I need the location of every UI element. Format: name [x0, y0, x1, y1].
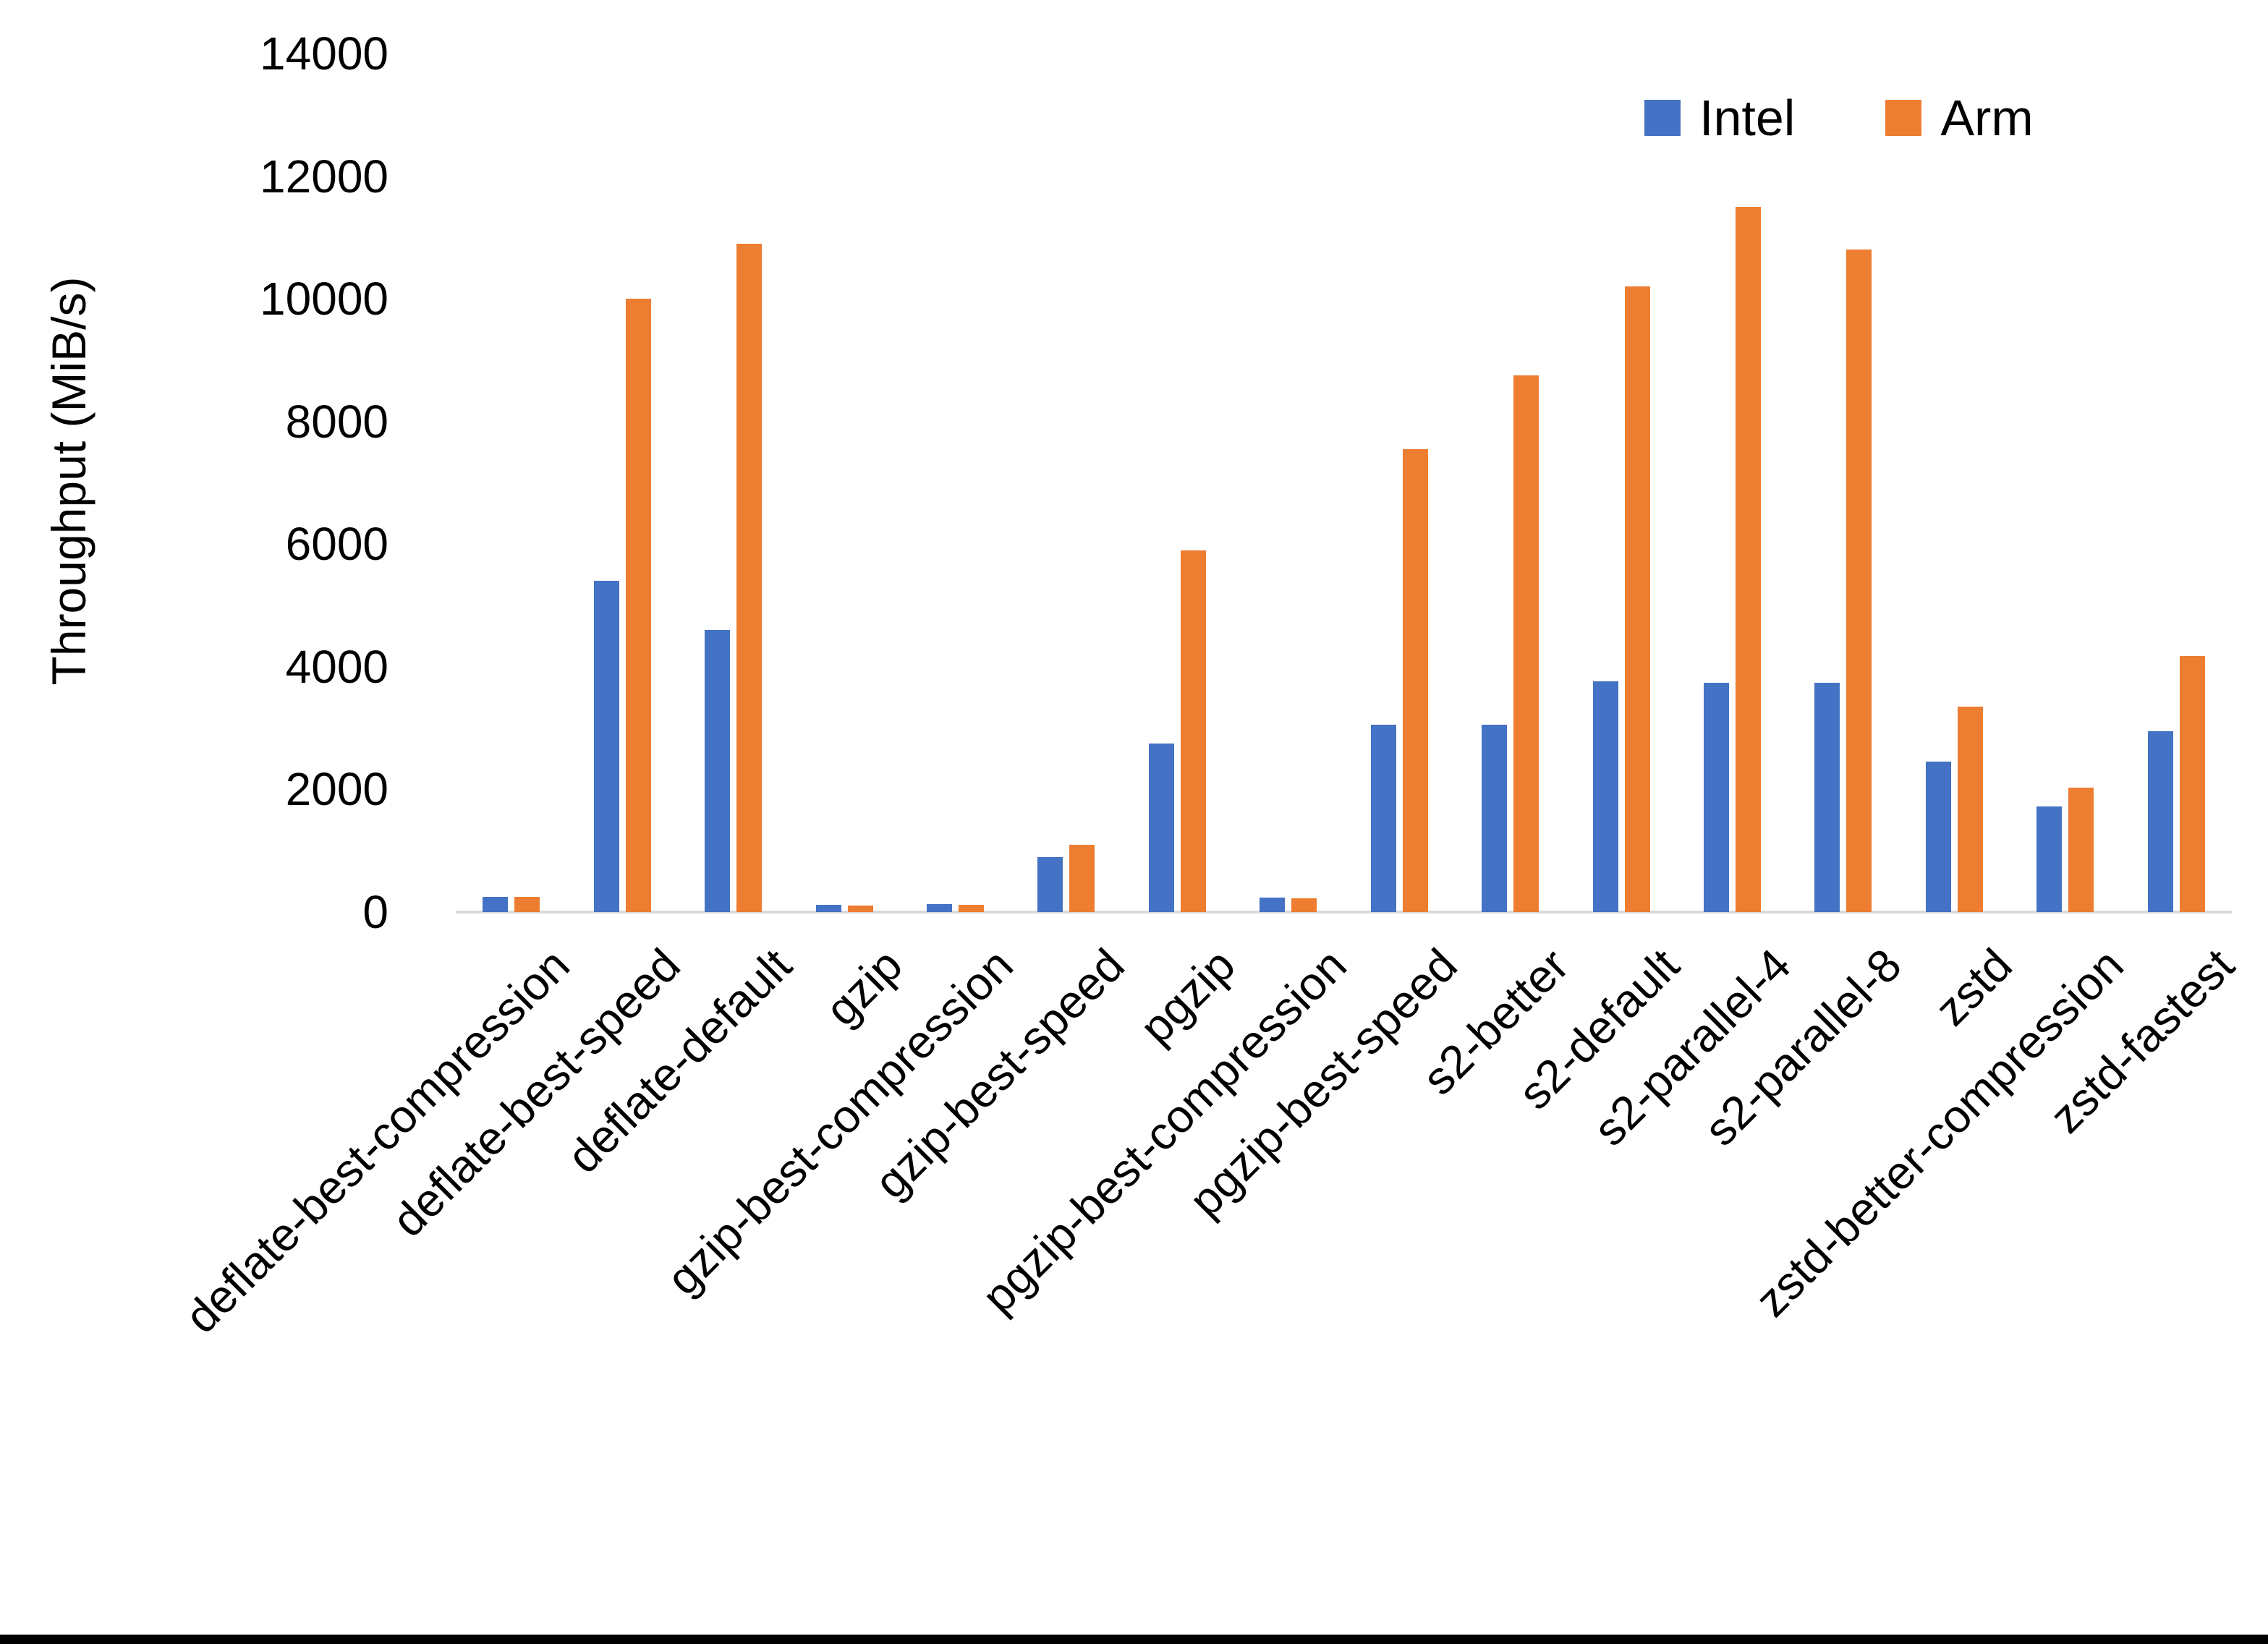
arm-bar-s2-parallel-4 [1736, 206, 1762, 912]
intel-bar-zstd [1925, 762, 1951, 912]
intel-bar-s2-better [1482, 725, 1508, 912]
intel-bar-pgzip-best-speed [1370, 725, 1396, 912]
intel-bar-s2-parallel-4 [1704, 682, 1730, 912]
y-tick-label: 8000 [285, 395, 388, 448]
arm-bar-s2-parallel-8 [1846, 250, 1872, 912]
x-axis-label: zstd [1925, 938, 2023, 1036]
legend-label: Arm [1940, 90, 2034, 146]
y-tick-label: 6000 [285, 518, 388, 571]
arm-bar-pgzip-best-compression [1291, 898, 1317, 912]
arm-bar-s2-better [1513, 375, 1539, 912]
y-axis-title: Throughput (MiB/s) [42, 276, 95, 686]
intel-bar-s2-default [1592, 681, 1618, 912]
y-tick-label: 4000 [285, 640, 388, 693]
intel-bar-s2-parallel-8 [1814, 682, 1840, 912]
arm-bar-pgzip-best-speed [1402, 448, 1428, 912]
arm-bar-pgzip [1180, 550, 1206, 912]
arm-bar-gzip-best-speed [1069, 844, 1095, 912]
y-tick-label: 10000 [260, 273, 388, 325]
legend-label: Intel [1699, 90, 1796, 146]
y-tick-label: 2000 [285, 763, 388, 816]
intel-bar-gzip [815, 904, 841, 912]
arm-bar-gzip [847, 906, 873, 912]
intel-bar-zstd-fastest [2147, 731, 2173, 912]
x-axis-line [456, 911, 2232, 913]
legend: Intel Arm [1644, 93, 2124, 143]
arm-bar-zstd [1957, 706, 1983, 912]
arm-bar-deflate-best-compression [514, 897, 540, 912]
intel-bar-pgzip-best-compression [1260, 897, 1286, 912]
legend-swatch-intel [1644, 100, 1681, 136]
intel-bar-deflate-best-speed [593, 581, 619, 912]
bottom-border-strip [0, 1635, 2268, 1644]
x-axis-label: gzip [815, 938, 912, 1036]
y-tick-label: 0 [362, 886, 388, 938]
arm-bar-deflate-default [736, 243, 763, 912]
legend-swatch-arm [1885, 100, 1922, 136]
arm-bar-zstd-better-compression [2068, 787, 2094, 912]
y-tick-label: 14000 [260, 27, 388, 80]
arm-bar-deflate-best-speed [625, 299, 651, 912]
intel-bar-gzip-best-compression [926, 903, 952, 912]
intel-bar-deflate-default [705, 629, 731, 912]
intel-bar-deflate-best-compression [483, 896, 509, 912]
intel-bar-pgzip [1148, 743, 1174, 912]
arm-bar-s2-default [1624, 286, 1650, 912]
intel-bar-zstd-better-compression [2036, 806, 2063, 912]
arm-bar-gzip-best-compression [958, 904, 984, 912]
legend-item-arm: Arm [1885, 90, 2034, 146]
arm-bar-zstd-fastest [2179, 656, 2205, 912]
y-tick-label: 12000 [260, 150, 388, 203]
legend-item-intel: Intel [1644, 93, 1795, 143]
intel-bar-gzip-best-speed [1037, 856, 1063, 912]
